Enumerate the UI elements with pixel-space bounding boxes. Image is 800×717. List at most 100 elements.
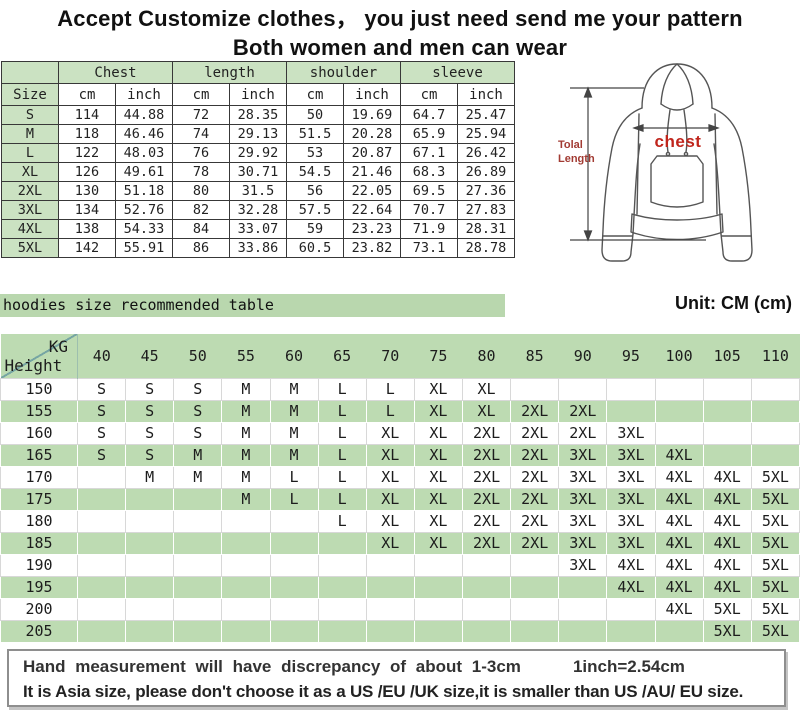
recommendation-row: 155 S S S M M L L XL XL 2XL 2XL (0, 399, 800, 423)
recommended-size-cell (221, 553, 271, 577)
hood-outline (641, 63, 713, 109)
recommended-size-cell (125, 531, 175, 555)
measurement-cell: 126 (58, 162, 116, 182)
weight-header-cell: 70 (366, 334, 415, 378)
recommended-size-cell: S (125, 399, 175, 423)
measurement-cell: 69.5 (400, 181, 458, 201)
measurement-cell: 25.94 (457, 124, 515, 144)
recommended-size-cell: M (221, 421, 271, 445)
recommended-size-cell: XL (413, 443, 464, 467)
recommendation-row: 165 S S M M M L XL XL 2XL 2XL 3XL 3XL 4XL (0, 443, 800, 467)
hem-band (630, 213, 724, 241)
recommended-size-cell: 5XL (750, 509, 800, 533)
recommended-size-cell (221, 597, 271, 621)
size-chart-row: 3XL 134 52.76 82 32.28 57.5 22.64 70.7 27.83 (1, 200, 515, 220)
recommended-size-cell: L (317, 487, 367, 511)
hoodie-sketch (570, 63, 753, 262)
measurement-cell: 32.28 (229, 200, 287, 220)
group-header-row: Chest length shoulder sleeve (1, 61, 515, 84)
height-value-cell: 195 (0, 575, 78, 599)
recommended-size-cell: 4XL (606, 553, 656, 577)
col-group-shoulder: shoulder (286, 61, 401, 84)
recommended-size-cell (76, 487, 127, 511)
torso-left (636, 113, 640, 215)
recommended-size-cell (221, 619, 271, 643)
recommended-size-cell (269, 575, 319, 599)
recommended-size-cell: XL (365, 487, 415, 511)
measurement-cell: 74 (172, 124, 230, 144)
recommended-size-cell: 5XL (750, 487, 800, 511)
recommend-table-caption: hoodies size recommended table (0, 294, 505, 317)
recommended-size-cell: XL (413, 377, 464, 401)
height-value-cell: 190 (0, 553, 78, 577)
recommended-size-cell: XL (365, 443, 415, 467)
recommended-size-cell (125, 509, 175, 533)
recommended-size-cell (654, 619, 704, 643)
measurement-cell: 25.47 (457, 105, 515, 125)
measurement-cell: 82 (172, 200, 230, 220)
unit-cell: inch (115, 83, 173, 106)
recommended-size-cell (461, 619, 512, 643)
measurement-cell: 142 (58, 238, 116, 258)
measurement-cell: 31.5 (229, 181, 287, 201)
recommendation-row: 190 3XL 4XL 4XL 4XL 5XL (0, 553, 800, 577)
note-discrepancy: Hand measurement will have discrepancy o… (23, 657, 521, 676)
recommendation-row: 170 M M M L L XL XL 2XL 2XL 3XL 3XL 4XL 4XL 5XL (0, 465, 800, 489)
recommended-size-cell: 5XL (750, 553, 800, 577)
recommended-size-cell: L (317, 443, 367, 467)
measurement-cell: 27.36 (457, 181, 515, 201)
weight-header-cell: 40 (77, 334, 126, 378)
recommended-size-cell: M (221, 377, 271, 401)
recommended-size-cell: L (269, 465, 319, 489)
recommended-size-cell (558, 619, 608, 643)
measurement-cell: 122 (58, 143, 116, 163)
recommended-size-cell (125, 553, 175, 577)
unit-header-row: Size cm inch cm inch cm inch cm inch (1, 83, 515, 106)
recommended-size-cell: S (125, 443, 175, 467)
height-value-cell: 165 (0, 443, 78, 467)
sleeve-left-inner (632, 143, 641, 235)
recommended-size-cell: S (125, 421, 175, 445)
recommended-size-cell: 3XL (606, 509, 656, 533)
measurement-cell: 60.5 (286, 238, 344, 258)
recommended-size-cell (654, 399, 704, 423)
height-value-cell: 185 (0, 531, 78, 555)
kg-height-diagonal-cell: KG Height (0, 334, 78, 378)
weight-header-cell: 60 (270, 334, 319, 378)
recommended-size-cell: 3XL (558, 443, 608, 467)
size-chart-row: L 122 48.03 76 29.92 53 20.87 67.1 26.42 (1, 143, 515, 163)
measurement-cell: 68.3 (400, 162, 458, 182)
recommended-size-cell: XL (461, 377, 512, 401)
note-line-1: Hand measurement will have discrepancy o… (23, 657, 776, 677)
recommended-size-cell (510, 575, 560, 599)
measurement-cell: 134 (58, 200, 116, 220)
measurement-cell: 80 (172, 181, 230, 201)
recommended-size-cell (317, 553, 367, 577)
recommended-size-cell (413, 619, 464, 643)
arrowhead-right-icon (708, 123, 720, 133)
size-label-cell: 4XL (1, 219, 59, 239)
measurement-cell: 52.76 (115, 200, 173, 220)
chest-measure-label: chest (654, 132, 702, 151)
weight-header-cell: 105 (703, 334, 752, 378)
recommended-size-cell (269, 531, 319, 555)
recommended-size-cell: 3XL (606, 531, 656, 555)
recommended-size-cell (654, 377, 704, 401)
measurement-cell: 64.7 (400, 105, 458, 125)
sleeve-right (711, 107, 753, 262)
recommended-size-cell (750, 377, 800, 401)
weight-header-cell: 45 (125, 334, 174, 378)
recommended-size-cell (558, 597, 608, 621)
recommended-size-cell: XL (413, 487, 464, 511)
measurement-cell: 54.33 (115, 219, 173, 239)
recommended-size-cell: S (173, 421, 223, 445)
measurement-cell: 53 (286, 143, 344, 163)
size-label-cell: 2XL (1, 181, 59, 201)
drawstring-left (666, 109, 671, 153)
recommended-size-cell: 5XL (750, 619, 800, 643)
recommended-size-cell: 4XL (702, 575, 752, 599)
weight-header-cell: 55 (221, 334, 270, 378)
recommended-size-cell: 2XL (558, 399, 608, 423)
recommended-size-cell (76, 575, 127, 599)
